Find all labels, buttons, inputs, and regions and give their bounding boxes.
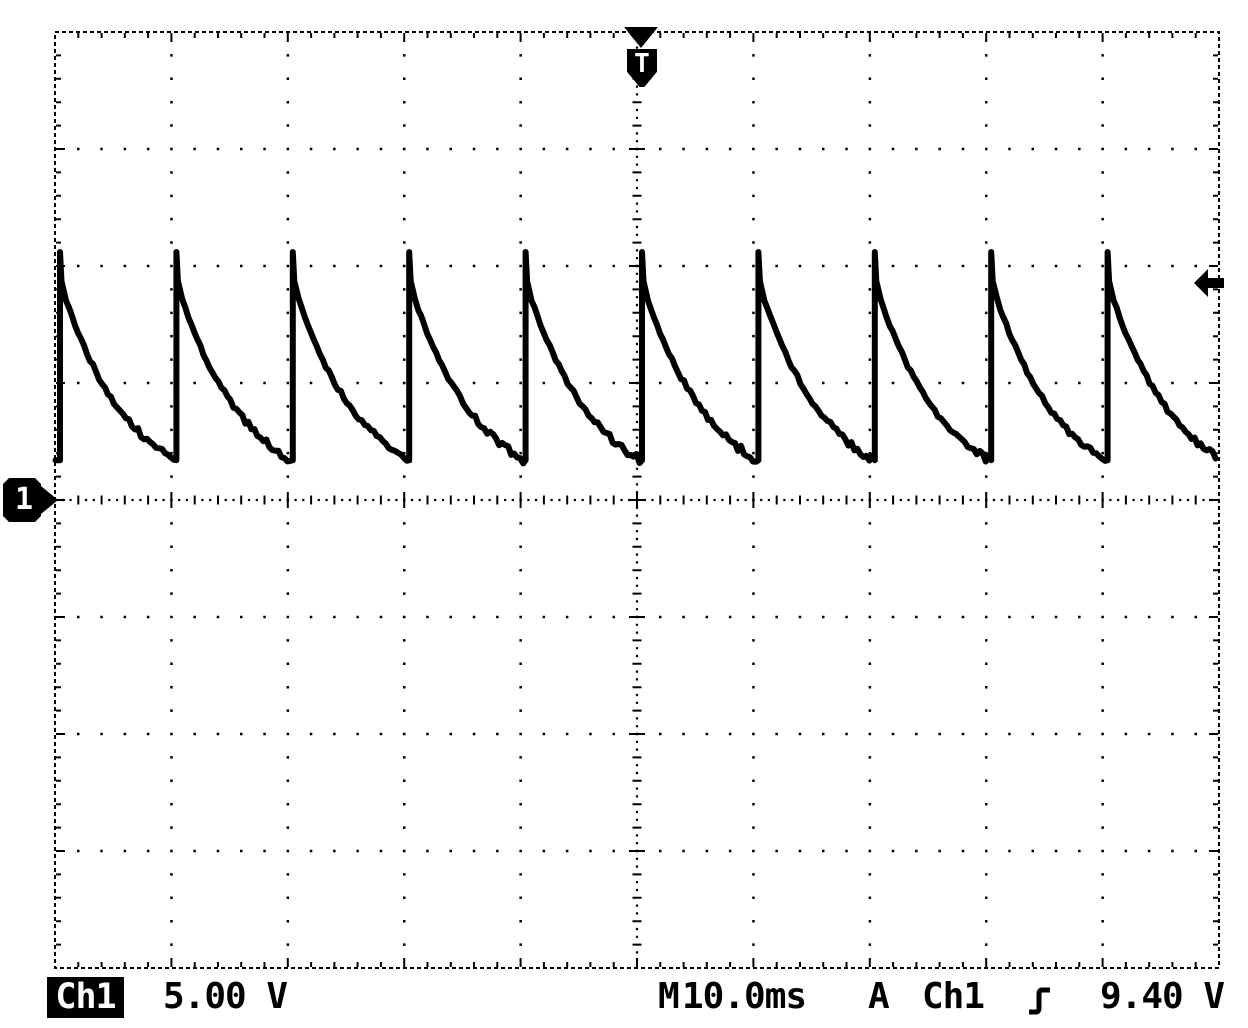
- trigger-source-readout: Ch1: [922, 976, 985, 1017]
- ch1-badge: Ch1: [47, 977, 124, 1018]
- timebase-readout: 10.0ms: [682, 976, 807, 1017]
- trigger-level-readout: 9.40 V: [1100, 976, 1225, 1017]
- trigger-level-arrow-icon: [1194, 269, 1224, 297]
- trigger-mode-readout: A: [868, 976, 890, 1017]
- trigger-position-triangle-icon: [624, 27, 658, 48]
- timebase-prefix: M: [658, 976, 680, 1017]
- trigger-marker-label: T: [634, 49, 650, 79]
- ch1-scale-readout: 5.00 V: [163, 976, 288, 1017]
- rising-edge-slope-icon: [1029, 987, 1050, 1015]
- graticule-ticks: [56, 33, 1218, 967]
- channel1-marker-label: 1: [15, 482, 34, 517]
- waveform-trace: [52, 249, 1219, 467]
